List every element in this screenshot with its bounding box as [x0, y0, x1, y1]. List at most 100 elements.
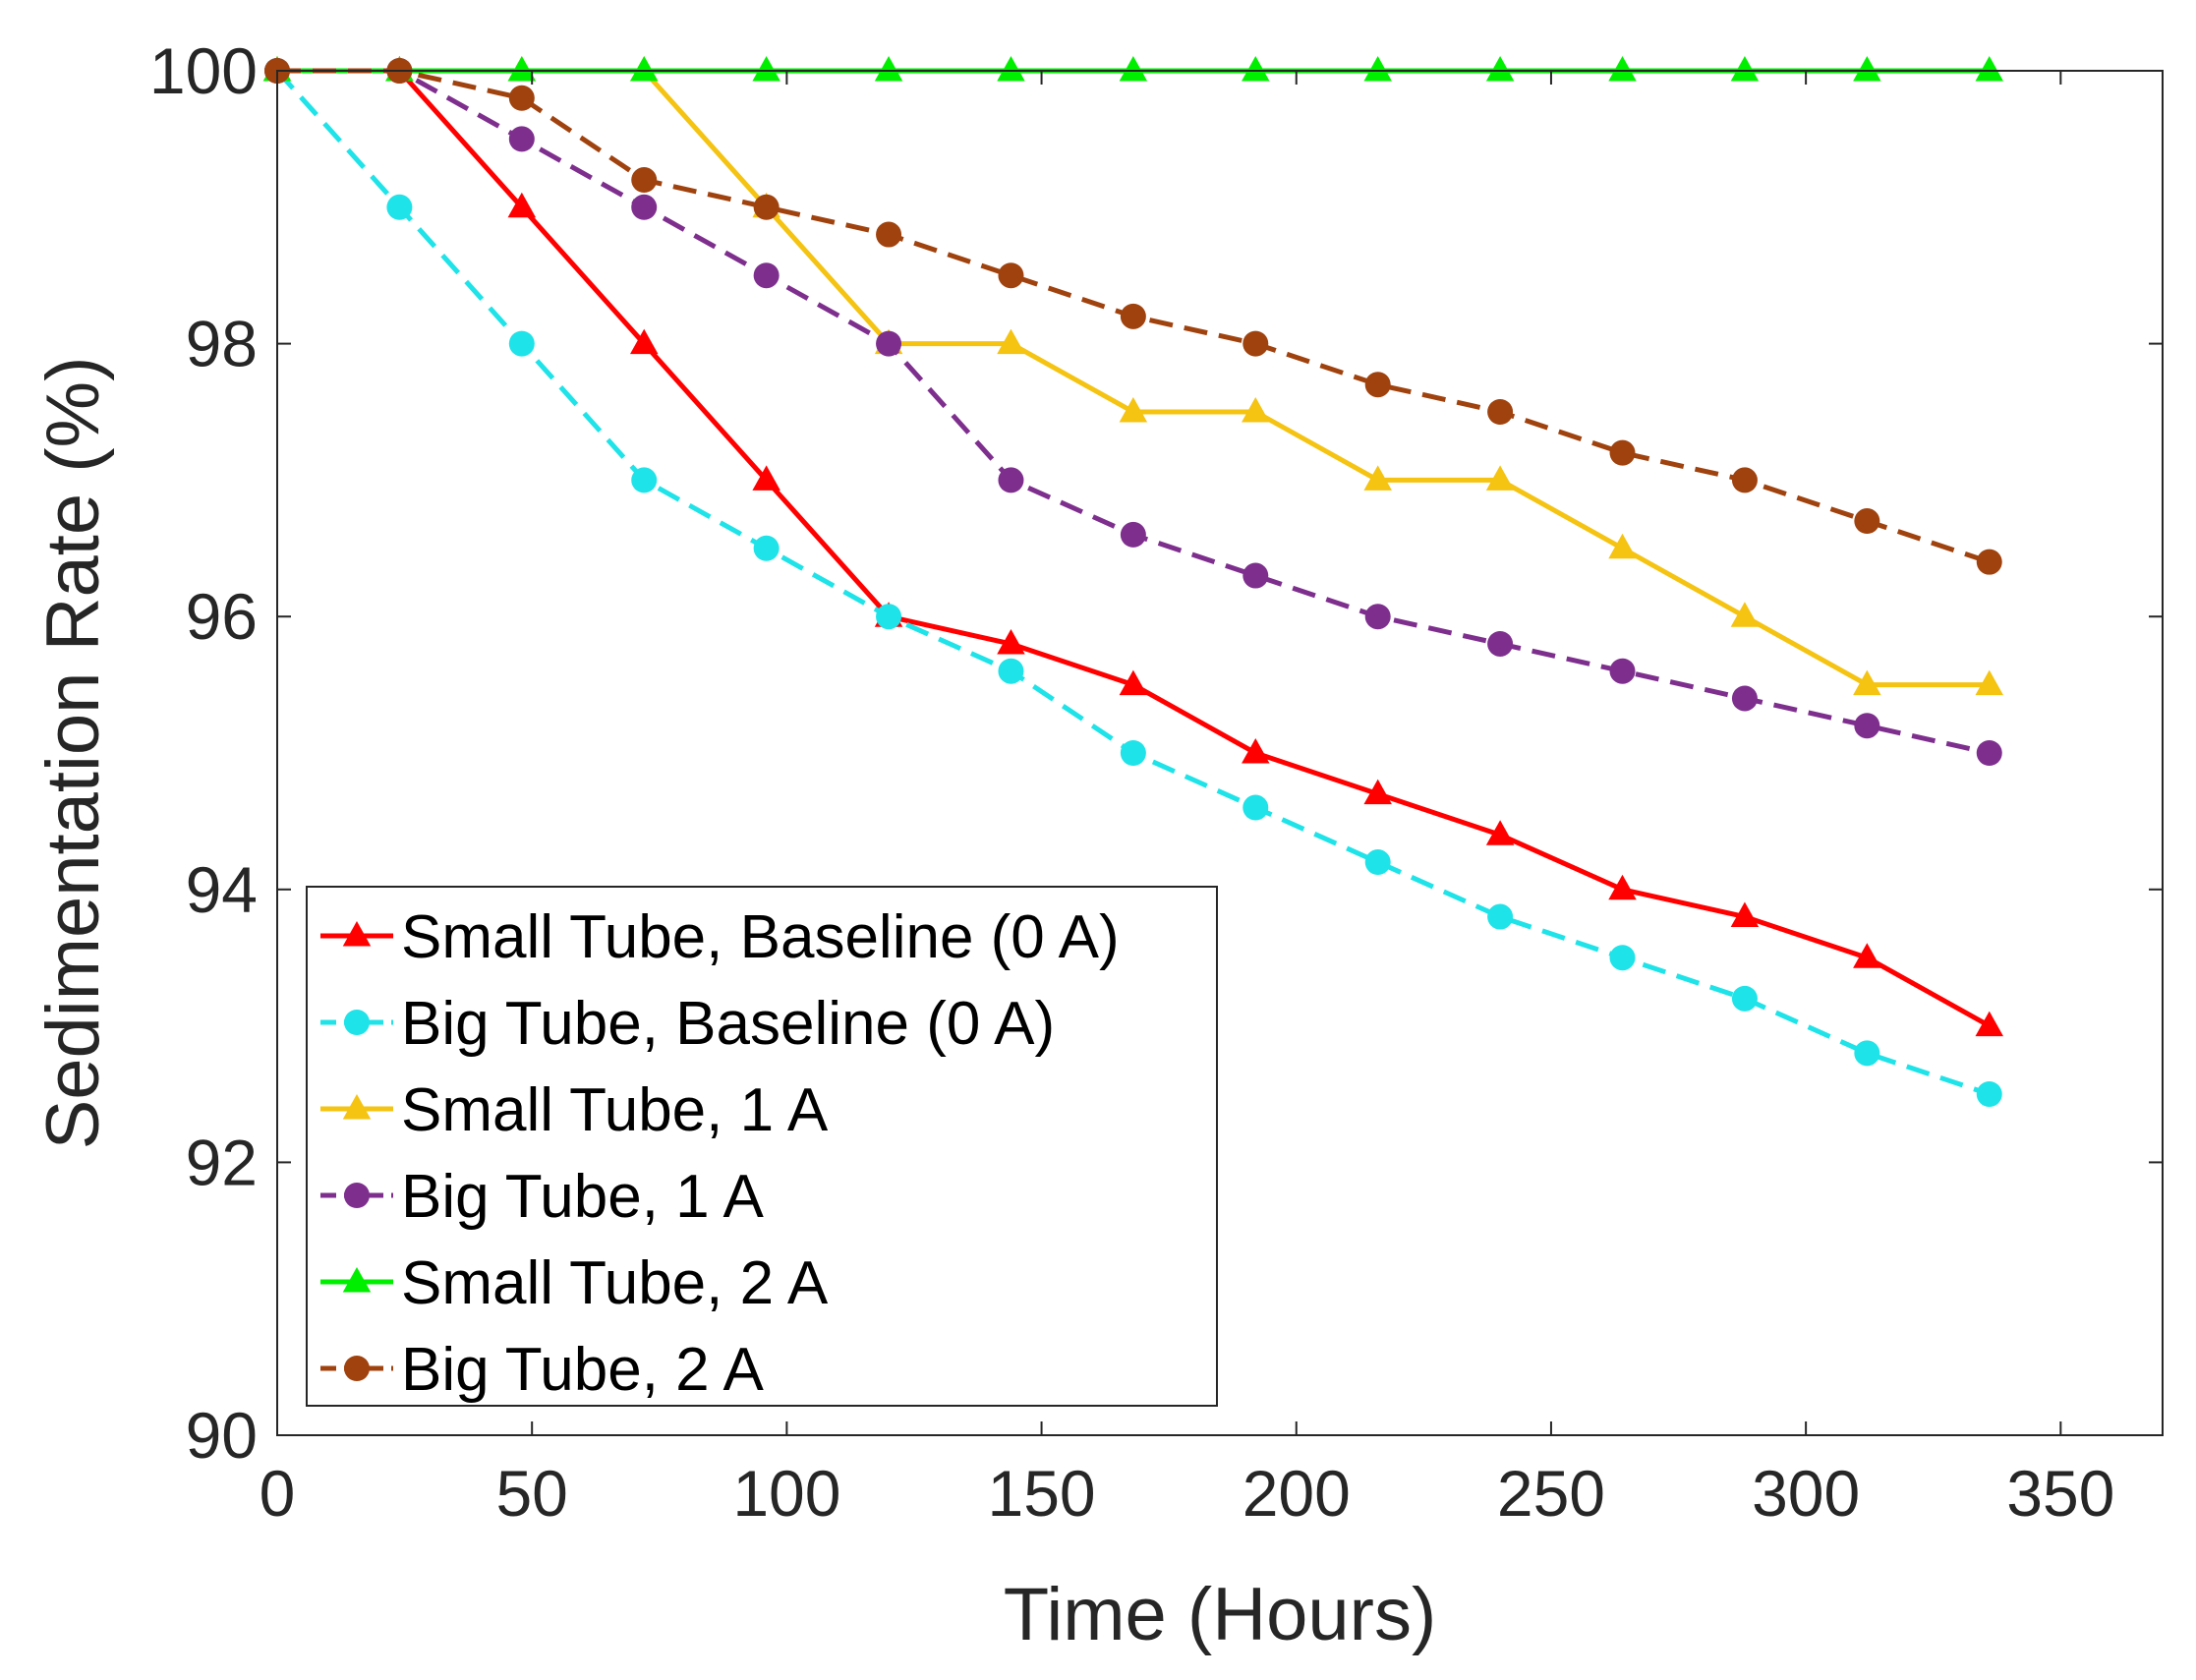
data-point: [752, 465, 780, 491]
data-point: [998, 467, 1024, 493]
legend-box: [306, 886, 1218, 1407]
legend-item: Small Tube, 1 A: [320, 1076, 829, 1144]
data-point: [1730, 56, 1760, 82]
data-point: [1853, 669, 1881, 696]
data-point: [1854, 713, 1880, 739]
data-point: [1976, 740, 2002, 766]
data-point: [997, 628, 1025, 655]
data-point: [1242, 330, 1269, 357]
x-tick-label: 350: [2006, 1457, 2114, 1530]
data-point: [1363, 779, 1392, 805]
y-tick-label: 98: [186, 308, 258, 380]
legend-marker: [342, 1267, 372, 1293]
legend-item: Big Tube, 2 A: [320, 1336, 764, 1404]
x-tick-label: 250: [1497, 1457, 1605, 1530]
y-tick-label: 96: [186, 580, 258, 653]
x-tick-label: 100: [732, 1457, 840, 1530]
data-point: [1608, 874, 1637, 900]
legend-item: Big Tube, 1 A: [320, 1163, 764, 1231]
data-point: [1242, 738, 1270, 764]
legend-item: Small Tube, 2 A: [320, 1249, 829, 1317]
data-point: [1609, 439, 1636, 466]
legend-marker: [342, 1094, 372, 1120]
data-point: [753, 194, 780, 220]
data-point: [1853, 943, 1881, 968]
data-point: [1730, 602, 1760, 627]
data-point: [631, 467, 658, 493]
data-point: [1853, 56, 1881, 82]
legend-label: Big Tube, 1 A: [401, 1163, 764, 1231]
data-point: [629, 56, 659, 82]
data-point: [1242, 56, 1270, 82]
data-point: [1120, 740, 1146, 766]
data-point: [1975, 669, 2004, 696]
data-point: [1364, 372, 1391, 398]
data-point: [1485, 56, 1515, 82]
y-axis-title: Sedimentation Rate (%): [31, 357, 115, 1150]
data-point: [508, 330, 535, 357]
data-point: [1119, 397, 1148, 423]
x-tick-label: 50: [495, 1457, 567, 1530]
legend-marker: [344, 1010, 370, 1035]
data-point: [1487, 903, 1514, 930]
data-point: [386, 194, 413, 220]
data-point: [1485, 465, 1515, 491]
data-point: [631, 194, 658, 220]
x-tick-label: 150: [988, 1457, 1096, 1530]
x-tick-label: 200: [1242, 1457, 1351, 1530]
data-point: [876, 330, 902, 357]
data-point: [507, 192, 537, 218]
data-point: [753, 262, 780, 289]
x-axis-title: Time (Hours): [1004, 1573, 1437, 1656]
data-point: [1730, 901, 1760, 928]
ticks-layer: 0 50 100 150 200 250 300 350 90 92 94 96 98 100: [149, 34, 2163, 1530]
data-point: [508, 126, 535, 152]
data-point: [1363, 465, 1392, 491]
plot-area-frame: [276, 70, 2164, 1436]
data-point: [1731, 467, 1758, 493]
legend-label: Small Tube, 2 A: [401, 1249, 829, 1317]
data-point: [1731, 985, 1758, 1012]
legend-item: Small Tube, Baseline (0 A): [320, 903, 1120, 971]
data-point: [1364, 849, 1391, 876]
legend-label: Small Tube, Baseline (0 A): [401, 903, 1120, 971]
data-point: [1608, 533, 1637, 559]
data-point: [1242, 794, 1269, 821]
data-point: [1608, 56, 1637, 82]
data-point: [1975, 56, 2004, 82]
legend-marker: [342, 921, 372, 947]
data-point: [1120, 521, 1146, 548]
data-point: [1119, 669, 1148, 696]
data-point: [998, 658, 1024, 684]
data-point: [876, 221, 902, 248]
x-tick-label: 300: [1752, 1457, 1860, 1530]
data-point: [1487, 399, 1514, 425]
data-point: [876, 604, 902, 630]
data-point: [508, 85, 535, 111]
data-point: [998, 262, 1024, 289]
legend-label: Big Tube, 2 A: [401, 1336, 764, 1404]
data-point: [507, 56, 537, 82]
data-point: [1976, 1081, 2002, 1107]
data-point: [1609, 658, 1636, 684]
data-point: [1731, 685, 1758, 712]
data-point: [1242, 397, 1270, 423]
legend-label: Big Tube, Baseline (0 A): [401, 990, 1055, 1058]
data-point: [753, 535, 780, 561]
legend-label: Small Tube, 1 A: [401, 1076, 829, 1144]
data-point: [631, 167, 658, 194]
data-point: [874, 56, 903, 82]
data-point: [997, 56, 1025, 82]
data-point: [1364, 604, 1391, 630]
legend-item: Big Tube, Baseline (0 A): [320, 990, 1055, 1058]
data-point: [1119, 56, 1148, 82]
y-tick-label: 100: [149, 34, 258, 107]
y-tick-label: 90: [186, 1399, 258, 1472]
series-2: [264, 58, 2002, 1107]
data-point: [1854, 508, 1880, 535]
data-point: [1120, 303, 1146, 329]
data-point: [1487, 630, 1514, 657]
data-point: [1363, 56, 1392, 82]
data-point: [1242, 562, 1269, 589]
